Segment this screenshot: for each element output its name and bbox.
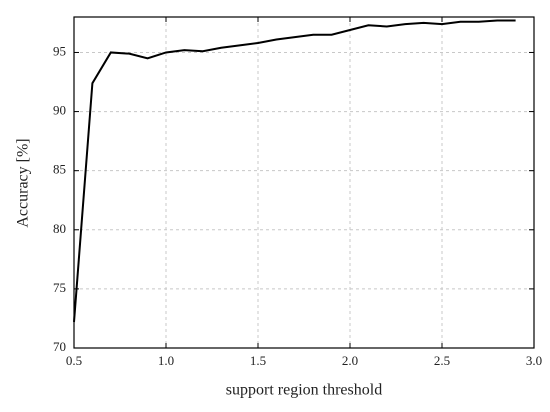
x-tick-label: 2.5 bbox=[434, 353, 450, 368]
plot-frame bbox=[73, 16, 535, 349]
y-tick-label: 90 bbox=[53, 103, 66, 118]
data-line bbox=[73, 19, 516, 323]
x-tick-label: 2.0 bbox=[342, 353, 358, 368]
y-tick-label: 70 bbox=[53, 339, 66, 354]
x-tick-label: 0.5 bbox=[66, 353, 82, 368]
y-axis-title: Accuracy [%] bbox=[15, 138, 32, 227]
x-tick-label: 3.0 bbox=[526, 353, 542, 368]
y-tick-label: 85 bbox=[53, 162, 66, 177]
y-tick-label: 75 bbox=[53, 280, 66, 295]
x-tick-label: 1.0 bbox=[158, 353, 174, 368]
x-axis-title: support region threshold bbox=[226, 382, 382, 399]
y-tick-label: 80 bbox=[53, 221, 66, 236]
x-tick-label: 1.5 bbox=[250, 353, 266, 368]
y-tick-label: 95 bbox=[53, 43, 66, 58]
